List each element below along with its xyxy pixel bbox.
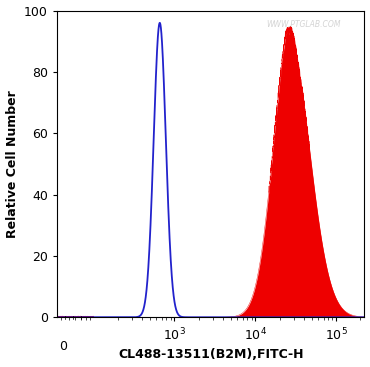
- X-axis label: CL488-13511(B2M),FITC-H: CL488-13511(B2M),FITC-H: [118, 348, 303, 361]
- Text: WWW.PTGLAB.COM: WWW.PTGLAB.COM: [266, 20, 340, 29]
- Y-axis label: Relative Cell Number: Relative Cell Number: [6, 90, 18, 238]
- Text: 0: 0: [59, 340, 67, 353]
